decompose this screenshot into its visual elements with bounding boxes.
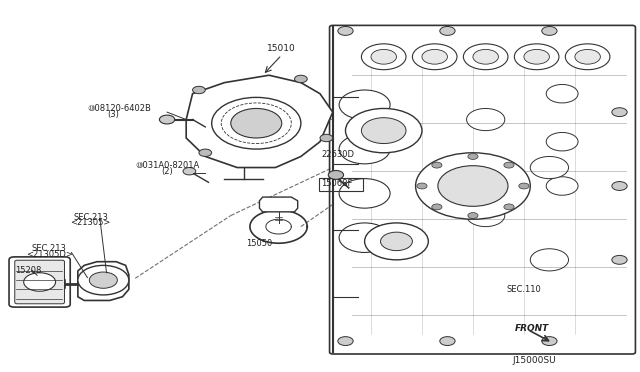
Circle shape	[339, 179, 390, 208]
Circle shape	[231, 109, 282, 138]
Circle shape	[381, 232, 412, 251]
Circle shape	[438, 166, 508, 206]
Text: SEC.213: SEC.213	[73, 213, 108, 222]
Text: (3): (3)	[107, 109, 119, 119]
Circle shape	[294, 75, 307, 83]
Circle shape	[78, 265, 129, 295]
Circle shape	[371, 49, 396, 64]
Circle shape	[524, 49, 549, 64]
Text: FRONT: FRONT	[515, 324, 548, 333]
Circle shape	[365, 223, 428, 260]
Circle shape	[531, 249, 568, 271]
Circle shape	[546, 132, 578, 151]
Circle shape	[212, 97, 301, 149]
Circle shape	[417, 183, 427, 189]
FancyBboxPatch shape	[15, 260, 65, 304]
Text: 15068F: 15068F	[321, 179, 353, 188]
Text: <21305D>: <21305D>	[26, 250, 72, 259]
Circle shape	[412, 44, 457, 70]
Circle shape	[515, 44, 559, 70]
Text: <21305>: <21305>	[70, 218, 111, 227]
Circle shape	[541, 337, 557, 346]
Circle shape	[468, 212, 478, 218]
Text: 15010: 15010	[268, 44, 296, 53]
Circle shape	[338, 26, 353, 35]
Circle shape	[612, 108, 627, 116]
Polygon shape	[78, 262, 129, 301]
Text: 15208: 15208	[15, 266, 42, 275]
Circle shape	[504, 162, 514, 168]
Polygon shape	[259, 197, 298, 212]
Circle shape	[339, 134, 390, 164]
Circle shape	[467, 205, 505, 227]
Text: ⑩031A0-8201A: ⑩031A0-8201A	[135, 161, 200, 170]
Circle shape	[531, 157, 568, 179]
Circle shape	[440, 26, 455, 35]
Circle shape	[546, 177, 578, 195]
Circle shape	[612, 256, 627, 264]
FancyBboxPatch shape	[9, 257, 70, 307]
Circle shape	[362, 118, 406, 144]
Circle shape	[183, 167, 196, 175]
Text: SEC.110: SEC.110	[506, 285, 541, 294]
Text: J15000SU: J15000SU	[512, 356, 556, 365]
Circle shape	[565, 44, 610, 70]
Circle shape	[159, 115, 175, 124]
FancyBboxPatch shape	[330, 25, 636, 354]
Circle shape	[199, 149, 212, 157]
Circle shape	[193, 86, 205, 94]
Circle shape	[473, 49, 499, 64]
Circle shape	[346, 109, 422, 153]
Circle shape	[432, 162, 442, 168]
Circle shape	[362, 44, 406, 70]
Text: 15050: 15050	[246, 239, 273, 248]
Polygon shape	[186, 75, 333, 167]
Circle shape	[415, 153, 531, 219]
Circle shape	[575, 49, 600, 64]
Text: SEC.213: SEC.213	[32, 244, 67, 253]
Circle shape	[338, 337, 353, 346]
Circle shape	[612, 182, 627, 190]
Circle shape	[339, 223, 390, 253]
Circle shape	[504, 204, 514, 210]
Circle shape	[422, 49, 447, 64]
Circle shape	[24, 273, 56, 291]
Circle shape	[546, 84, 578, 103]
Circle shape	[467, 109, 505, 131]
Text: ⑩08120-6402B: ⑩08120-6402B	[88, 104, 151, 113]
Circle shape	[339, 90, 390, 119]
Circle shape	[90, 272, 117, 288]
Circle shape	[328, 170, 344, 179]
Text: (2): (2)	[161, 167, 173, 176]
Circle shape	[541, 26, 557, 35]
Circle shape	[468, 154, 478, 160]
Circle shape	[519, 183, 529, 189]
Circle shape	[463, 44, 508, 70]
Circle shape	[440, 337, 455, 346]
Circle shape	[432, 204, 442, 210]
Text: 22630D: 22630D	[321, 150, 355, 159]
Circle shape	[320, 134, 333, 142]
